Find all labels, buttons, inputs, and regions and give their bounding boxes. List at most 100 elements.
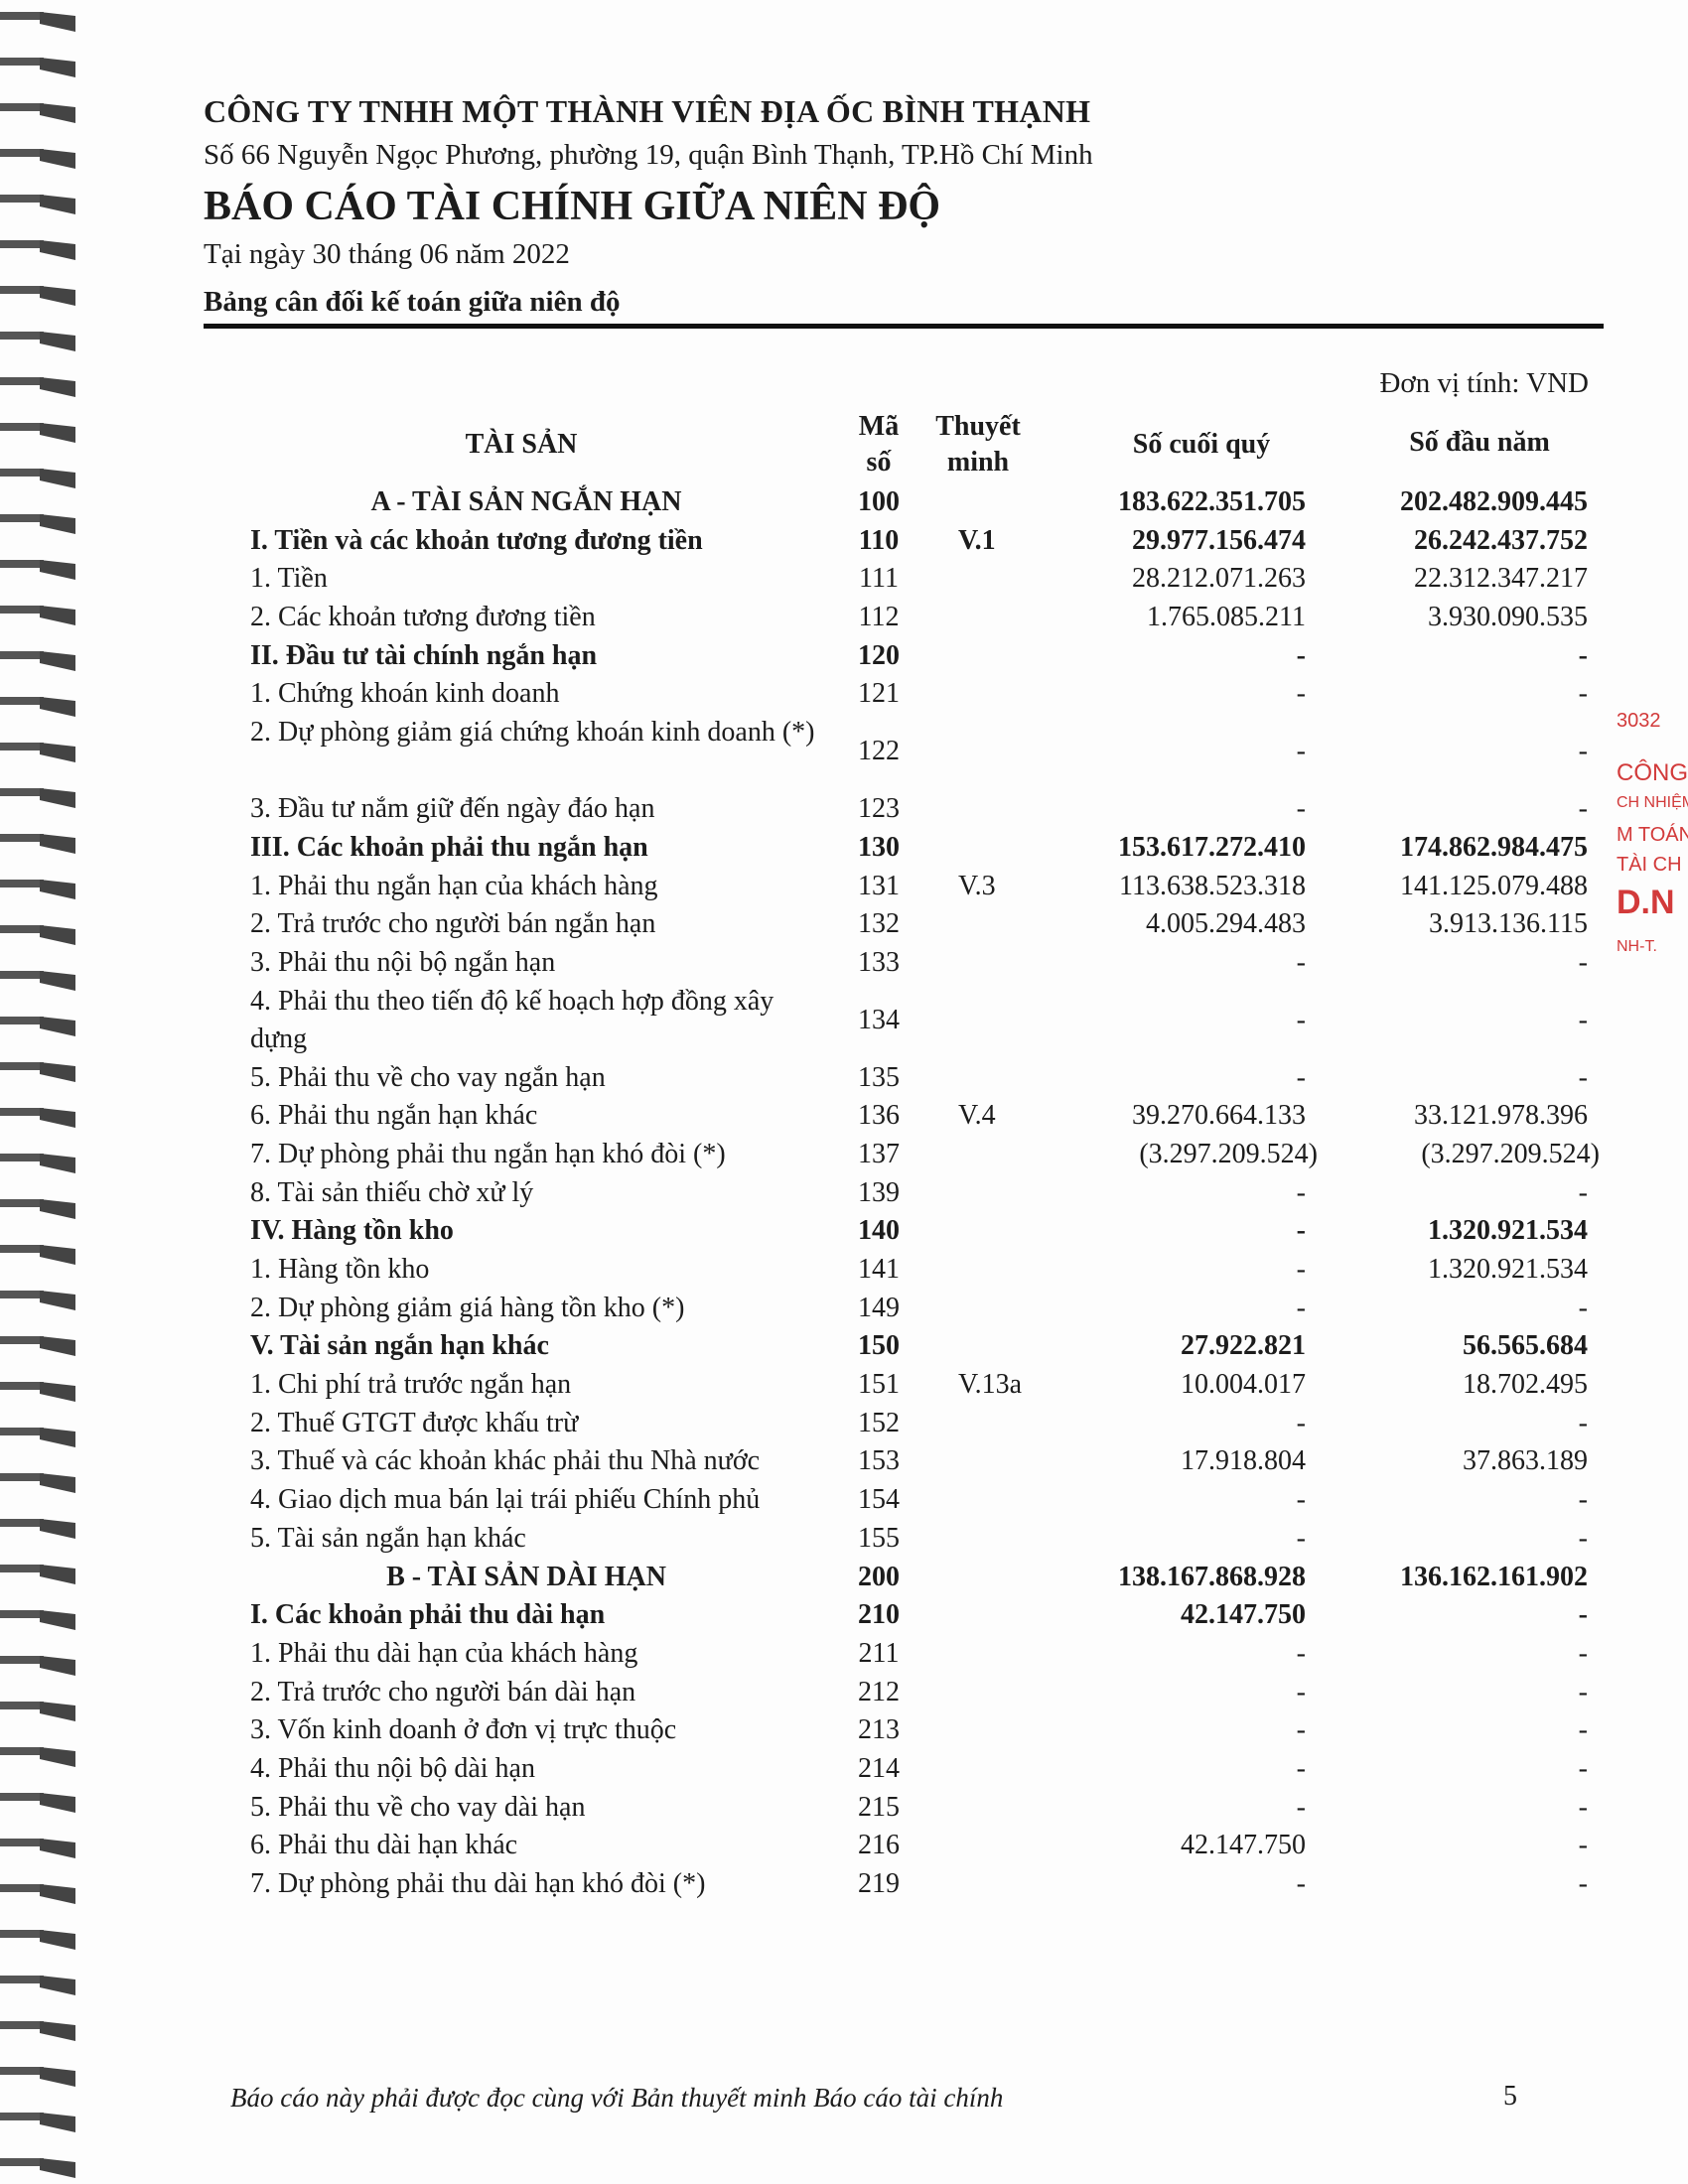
row-label: 6. Phải thu ngắn hạn khác bbox=[250, 1100, 538, 1132]
column-header-code: Mã số bbox=[834, 409, 923, 480]
binder-ring bbox=[0, 876, 77, 901]
row-begin-year-value: 56.565.684 bbox=[1463, 1330, 1588, 1362]
table-row: 3. Phải thu nội bộ ngắn hạn 133 - - bbox=[0, 944, 1688, 983]
table-row: V. Tài sản ngắn hạn khác 150 27.922.821 56.… bbox=[0, 1327, 1688, 1366]
row-label: 2. Thuế GTGT được khấu trừ bbox=[250, 1407, 579, 1438]
row-begin-year-value: 22.312.347.217 bbox=[1414, 563, 1588, 595]
row-code: 135 bbox=[858, 1061, 900, 1093]
binder-ring bbox=[0, 693, 77, 719]
row-code: 139 bbox=[858, 1176, 900, 1208]
row-code: 200 bbox=[858, 1561, 900, 1592]
table-row: 5. Phải thu về cho vay ngắn hạn 135 - - bbox=[0, 1059, 1688, 1098]
row-end-quarter-value: - bbox=[1296, 1215, 1306, 1247]
binder-ring bbox=[0, 1424, 77, 1449]
row-end-quarter-value: - bbox=[1296, 793, 1306, 825]
row-code: 211 bbox=[858, 1637, 900, 1669]
row-begin-year-value: - bbox=[1578, 736, 1588, 767]
row-code: 210 bbox=[858, 1599, 900, 1631]
binder-ring bbox=[0, 1880, 77, 1906]
table-row: 1. Chi phí trả trước ngắn hạn 151 V.13a 10.… bbox=[0, 1366, 1688, 1405]
row-code: 132 bbox=[858, 908, 900, 940]
row-end-quarter-value: - bbox=[1296, 946, 1306, 978]
row-end-quarter-value: - bbox=[1296, 1407, 1306, 1438]
row-end-quarter-value: - bbox=[1296, 1254, 1306, 1285]
row-code: 122 bbox=[858, 736, 900, 767]
row-begin-year-value: - bbox=[1578, 1004, 1588, 1035]
binder-ring bbox=[0, 1789, 77, 1815]
binder-ring bbox=[0, 465, 77, 490]
currency-unit: Đơn vị tính: VND bbox=[1379, 367, 1589, 399]
row-code: 130 bbox=[858, 831, 900, 863]
row-begin-year-value: 3.913.136.115 bbox=[1429, 908, 1588, 940]
binder-ring bbox=[0, 54, 77, 79]
row-label: 3. Vốn kinh doanh ở đơn vị trực thuộc bbox=[250, 1714, 677, 1746]
binder-ring bbox=[0, 99, 77, 125]
row-end-quarter-value: - bbox=[1296, 1714, 1306, 1746]
row-begin-year-value: 174.862.984.475 bbox=[1400, 831, 1588, 863]
header-divider bbox=[204, 324, 1604, 329]
binder-ring bbox=[0, 1287, 77, 1312]
table-row: 7. Dự phòng phải thu ngắn hạn khó đòi (*… bbox=[0, 1136, 1688, 1174]
binder-ring bbox=[0, 784, 77, 810]
row-begin-year-value: - bbox=[1578, 1714, 1588, 1746]
report-title: BÁO CÁO TÀI CHÍNH GIỮA NIÊN ĐỘ bbox=[204, 184, 941, 229]
binder-ring bbox=[0, 1561, 77, 1586]
row-note: V.1 bbox=[958, 524, 996, 556]
row-code: 133 bbox=[858, 946, 900, 978]
row-code: 215 bbox=[858, 1791, 900, 1823]
table-row: 1. Tiền 111 28.212.071.263 22.312.347.217 bbox=[0, 560, 1688, 599]
row-label: 2. Các khoản tương đương tiền bbox=[250, 602, 596, 633]
stamp-fragment: D.N bbox=[1617, 884, 1675, 921]
row-end-quarter-value: - bbox=[1296, 1292, 1306, 1323]
binder-ring bbox=[0, 2154, 77, 2180]
binder-ring bbox=[0, 921, 77, 947]
row-code: 134 bbox=[858, 1004, 900, 1035]
table-row: 3. Thuế và các khoản khác phải thu Nhà n… bbox=[0, 1442, 1688, 1481]
row-code: 213 bbox=[858, 1714, 900, 1746]
row-begin-year-value: - bbox=[1578, 1484, 1588, 1516]
row-begin-year-value: - bbox=[1578, 1752, 1588, 1784]
row-code: 214 bbox=[858, 1752, 900, 1784]
column-header-end-quarter: Số cuối quý bbox=[1132, 429, 1271, 460]
row-code: 150 bbox=[858, 1330, 900, 1362]
row-end-quarter-value: 153.617.272.410 bbox=[1118, 831, 1306, 863]
table-row: 4. Giao dịch mua bán lại trái phiếu Chín… bbox=[0, 1481, 1688, 1520]
stamp-fragment: CÔNG bbox=[1617, 759, 1688, 786]
row-label: 1. Phải thu ngắn hạn của khách hàng bbox=[250, 870, 658, 901]
binder-ring bbox=[0, 1835, 77, 1860]
row-label: 2. Trả trước cho người bán ngắn hạn bbox=[250, 908, 656, 940]
binder-ring bbox=[0, 1926, 77, 1952]
row-begin-year-value: 37.863.189 bbox=[1463, 1445, 1588, 1477]
table-row: 7. Dự phòng phải thu dài hạn khó đòi (*)… bbox=[0, 1865, 1688, 1904]
binder-ring bbox=[0, 1058, 77, 1084]
column-header-code-line1: Mã bbox=[858, 411, 900, 442]
row-begin-year-value: - bbox=[1578, 1407, 1588, 1438]
column-header-note-line2: minh bbox=[946, 447, 1010, 478]
row-code: 149 bbox=[858, 1292, 900, 1323]
table-row: 2. Dự phòng giảm giá chứng khoán kinh do… bbox=[0, 714, 1688, 790]
binder-ring bbox=[0, 1013, 77, 1038]
row-begin-year-value: - bbox=[1578, 793, 1588, 825]
table-row: 2. Trả trước cho người bán ngắn hạn 132 4.… bbox=[0, 905, 1688, 944]
binder-ring bbox=[0, 1652, 77, 1678]
table-row: IV. Hàng tồn kho 140 - 1.320.921.534 bbox=[0, 1212, 1688, 1251]
binder-ring bbox=[0, 8, 77, 34]
binder-ring bbox=[0, 1150, 77, 1175]
table-row: III. Các khoản phải thu ngắn hạn 130 153.6… bbox=[0, 829, 1688, 868]
row-label: V. Tài sản ngắn hạn khác bbox=[250, 1330, 549, 1362]
row-label: 3. Thuế và các khoản khác phải thu Nhà n… bbox=[250, 1445, 761, 1477]
row-begin-year-value: 26.242.437.752 bbox=[1414, 524, 1588, 556]
row-begin-year-value: 1.320.921.534 bbox=[1428, 1254, 1588, 1285]
row-end-quarter-value: 29.977.156.474 bbox=[1132, 524, 1306, 556]
table-row: 6. Phải thu ngắn hạn khác 136 V.4 39.270.66… bbox=[0, 1097, 1688, 1136]
row-end-quarter-value: - bbox=[1296, 1752, 1306, 1784]
row-end-quarter-value: (3.297.209.524) bbox=[1139, 1138, 1318, 1169]
row-code: 112 bbox=[858, 602, 900, 633]
row-label: 3. Phải thu nội bộ ngắn hạn bbox=[250, 946, 556, 978]
row-code: 100 bbox=[858, 486, 900, 517]
binder-ring bbox=[0, 145, 77, 171]
binder-ring bbox=[0, 2109, 77, 2134]
row-note: V.13a bbox=[958, 1369, 1023, 1401]
binder-ring bbox=[0, 1332, 77, 1358]
row-begin-year-value: - bbox=[1578, 1676, 1588, 1707]
